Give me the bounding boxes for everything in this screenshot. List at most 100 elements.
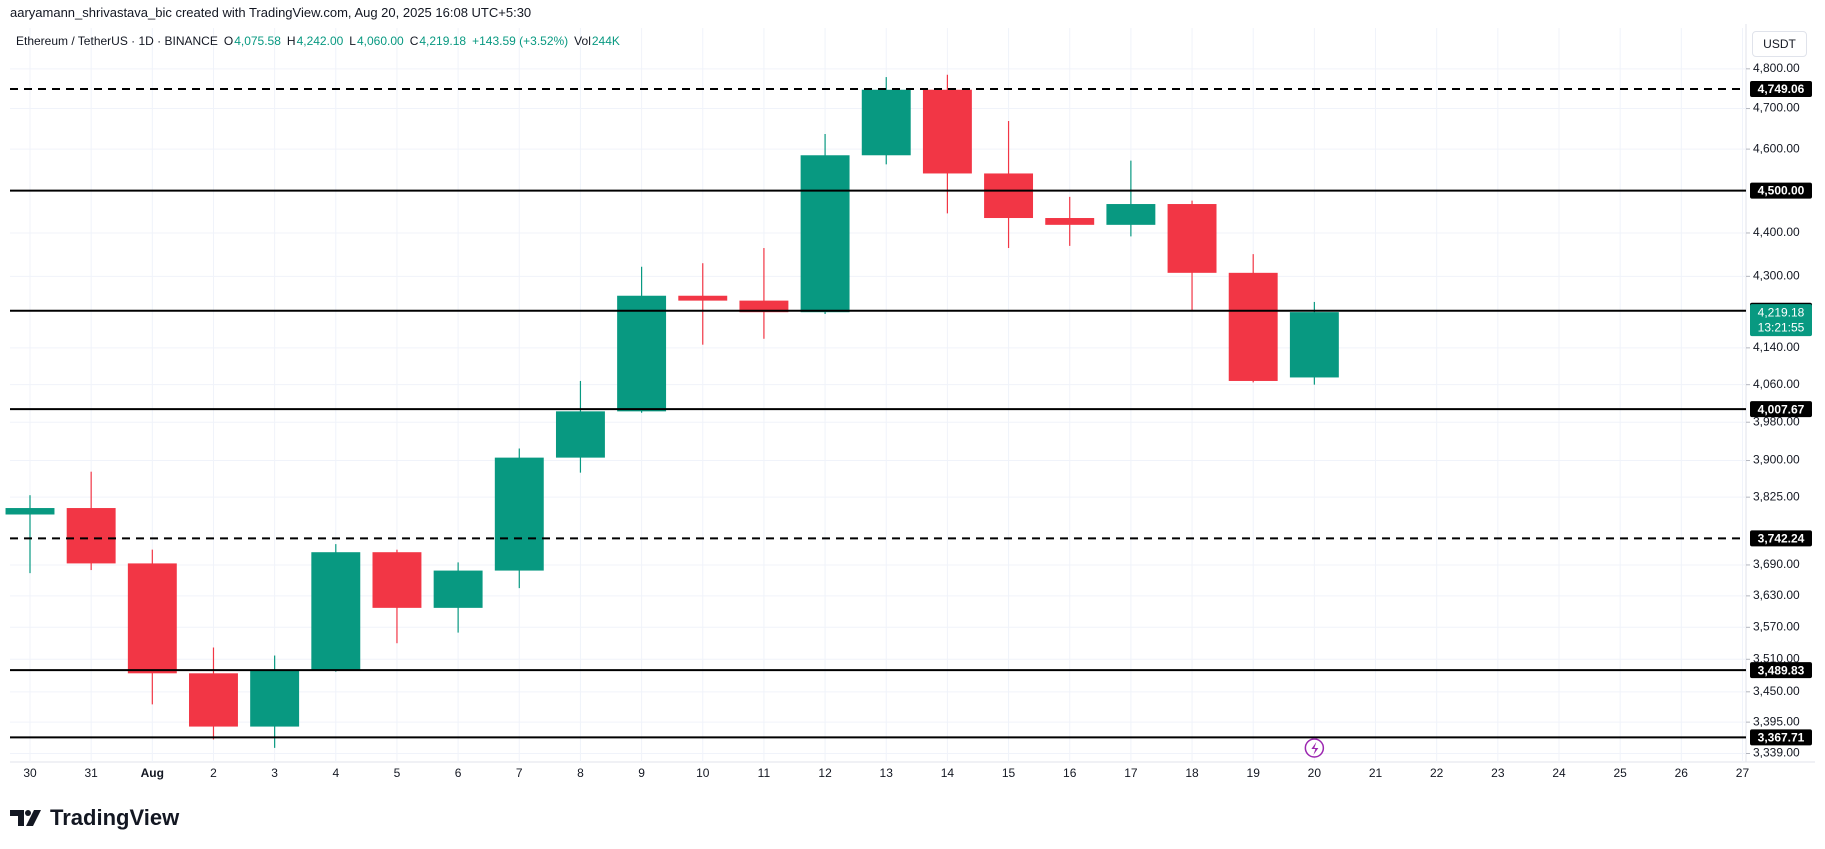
x-tick-label: 13 bbox=[880, 766, 894, 780]
level-label: 3,489.83 bbox=[1758, 663, 1805, 677]
level-label-bg bbox=[1750, 401, 1812, 418]
legend-key: L bbox=[349, 34, 356, 48]
candle-body bbox=[1045, 218, 1095, 225]
y-tick-label: 3,395.00 bbox=[1753, 714, 1800, 728]
candle-body bbox=[984, 173, 1034, 219]
legend: Ethereum / TetherUS · 1D · BINANCE O 4,075… bbox=[16, 34, 620, 48]
candle-body bbox=[555, 411, 605, 458]
y-tick-label: 3,900.00 bbox=[1753, 453, 1800, 467]
level-label: 4,749.06 bbox=[1758, 82, 1805, 96]
x-tick-label: 24 bbox=[1552, 766, 1566, 780]
candle-body bbox=[861, 89, 911, 156]
candle-body bbox=[617, 295, 667, 412]
candle-body bbox=[311, 552, 361, 670]
candle-body bbox=[127, 563, 177, 674]
x-tick-label: 9 bbox=[638, 766, 645, 780]
x-tick-label: 10 bbox=[696, 766, 710, 780]
legend-key: O bbox=[223, 34, 234, 48]
x-tick-label: 18 bbox=[1185, 766, 1199, 780]
candle-body bbox=[1167, 204, 1217, 273]
y-tick-label: 4,060.00 bbox=[1753, 377, 1800, 391]
x-tick-label: 19 bbox=[1247, 766, 1261, 780]
candle-body bbox=[250, 669, 300, 727]
candle-body bbox=[739, 300, 789, 313]
y-tick-label: 3,510.00 bbox=[1753, 651, 1800, 665]
y-tick-label: 3,339.00 bbox=[1753, 746, 1800, 760]
candle-body bbox=[1228, 272, 1278, 381]
legend-key: H bbox=[286, 34, 296, 48]
legend-key: C bbox=[409, 34, 419, 48]
y-tick-label: 4,800.00 bbox=[1753, 61, 1800, 75]
level-label: 4,500.00 bbox=[1758, 184, 1805, 198]
y-tick-label: 4,300.00 bbox=[1753, 269, 1800, 283]
level-label: 4,007.67 bbox=[1758, 402, 1805, 416]
last-price-label: 4,219.18 bbox=[1758, 305, 1805, 319]
candle-body bbox=[372, 552, 422, 608]
level-label-bg bbox=[1750, 80, 1812, 97]
level-label: 3,742.24 bbox=[1758, 532, 1805, 546]
level-label-bg bbox=[1750, 662, 1812, 679]
y-tick-label: 3,450.00 bbox=[1753, 684, 1800, 698]
y-tick-label: 4,700.00 bbox=[1753, 101, 1800, 115]
x-tick-label: 26 bbox=[1675, 766, 1689, 780]
x-tick-label: 14 bbox=[941, 766, 955, 780]
y-tick-label: 4,140.00 bbox=[1753, 340, 1800, 354]
candle-body bbox=[800, 155, 850, 313]
level-label-bg bbox=[1750, 182, 1812, 199]
x-tick-label: 23 bbox=[1491, 766, 1505, 780]
legend-value: 4,075.58 bbox=[234, 34, 281, 48]
x-tick-label: 31 bbox=[84, 766, 98, 780]
y-tick-label: 4,400.00 bbox=[1753, 225, 1800, 239]
candle-body bbox=[1289, 312, 1339, 378]
logo-text: TradingView bbox=[50, 805, 180, 830]
x-tick-label: 6 bbox=[455, 766, 462, 780]
x-tick-label: 3 bbox=[271, 766, 278, 780]
x-tick-label: 8 bbox=[577, 766, 584, 780]
x-tick-label: 2 bbox=[210, 766, 217, 780]
x-tick-label: Aug bbox=[141, 766, 164, 780]
x-tick-label: 16 bbox=[1063, 766, 1077, 780]
candle-body bbox=[494, 457, 544, 571]
symbol: Ethereum / TetherUS · 1D · BINANCE bbox=[16, 34, 218, 48]
legend-value: 4,242.00 bbox=[296, 34, 344, 48]
x-tick-label: 7 bbox=[516, 766, 523, 780]
legend-value: 4,060.00 bbox=[356, 34, 404, 48]
y-tick-label: 3,825.00 bbox=[1753, 489, 1800, 503]
legend-change: +143.59 (+3.52%) bbox=[472, 34, 569, 48]
x-tick-label: 25 bbox=[1613, 766, 1627, 780]
y-tick-label: 3,980.00 bbox=[1753, 414, 1800, 428]
candle-body bbox=[922, 89, 972, 174]
x-tick-label: 20 bbox=[1308, 766, 1322, 780]
last-price-bg bbox=[1750, 304, 1812, 337]
candle-body bbox=[66, 508, 116, 564]
level-label-bg bbox=[1750, 530, 1812, 547]
level-label: 3,367.71 bbox=[1758, 731, 1805, 745]
logo-icon bbox=[10, 810, 41, 826]
candle-body bbox=[433, 570, 483, 608]
x-tick-label: 11 bbox=[758, 766, 771, 780]
x-tick-label: 15 bbox=[1002, 766, 1016, 780]
y-tick-label: 3,630.00 bbox=[1753, 588, 1800, 602]
candle-body bbox=[189, 673, 238, 727]
x-tick-label: 27 bbox=[1736, 766, 1750, 780]
x-tick-label: 5 bbox=[394, 766, 401, 780]
x-tick-label: 30 bbox=[23, 766, 37, 780]
y-tick-label: 4,600.00 bbox=[1753, 141, 1800, 155]
legend-value: 4,219.18 bbox=[419, 34, 467, 48]
currency-button[interactable]: USDT bbox=[1752, 31, 1807, 57]
footer-logo: TradingView bbox=[10, 805, 179, 831]
attribution: aaryamann_shrivastava_bic created with T… bbox=[10, 5, 532, 20]
candle-body bbox=[1106, 204, 1156, 225]
countdown-label: 13:21:55 bbox=[1758, 320, 1805, 334]
x-tick-label: 17 bbox=[1124, 766, 1138, 780]
y-tick-label: 3,570.00 bbox=[1753, 619, 1800, 633]
x-tick-label: 21 bbox=[1369, 766, 1383, 780]
legend-key: Vol bbox=[574, 34, 591, 48]
candle-body bbox=[678, 295, 728, 301]
x-tick-label: 4 bbox=[332, 766, 339, 780]
x-tick-label: 12 bbox=[818, 766, 832, 780]
x-tick-label: 22 bbox=[1430, 766, 1444, 780]
candle-body bbox=[5, 508, 55, 515]
